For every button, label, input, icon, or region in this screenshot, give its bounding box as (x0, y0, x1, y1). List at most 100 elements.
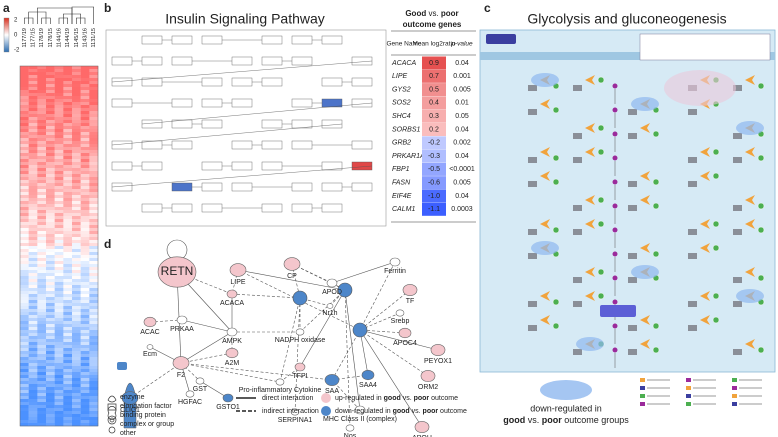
heatmap-cell (63, 363, 73, 367)
heatmap-cell (37, 111, 47, 115)
heatmap-cell (28, 144, 38, 148)
heatmap-cell (54, 108, 64, 112)
heatmap-cell (63, 93, 73, 97)
ratio-cell (422, 96, 446, 110)
interaction-edge (359, 329, 369, 376)
pathway-node (351, 161, 373, 171)
reaction-node (712, 316, 720, 324)
heatmap-cell (63, 369, 73, 373)
heatmap-cell (20, 108, 29, 112)
heatmap-cell (63, 201, 73, 205)
heatmap-cell (28, 339, 38, 343)
metabolite (612, 347, 618, 353)
heatmap-cell (20, 129, 29, 133)
ratio-value: -0.2 (428, 140, 440, 147)
heatmap-cell (28, 381, 38, 385)
heatmap-cell (28, 168, 38, 172)
heatmap-cell (20, 186, 29, 190)
heatmap-cell (37, 189, 47, 193)
heatmap-cell (89, 315, 99, 319)
heatmap-cell (54, 132, 64, 136)
heatmap-cell (20, 390, 29, 394)
heatmap-cell (28, 99, 38, 103)
heatmap-cell (28, 357, 38, 361)
heatmap-cell (89, 402, 99, 406)
heatmap-cell (54, 345, 64, 349)
network-node (402, 284, 418, 296)
network-node (121, 391, 139, 405)
network-node (176, 315, 188, 325)
heatmap-cell (28, 396, 38, 400)
heatmap-cell (72, 258, 81, 262)
heatmap-cell (72, 348, 81, 352)
enzyme-arrow (585, 291, 595, 301)
heatmap-cell (80, 108, 90, 112)
network-node (290, 408, 300, 416)
pathway-node (351, 182, 373, 192)
heatmap-cell (46, 198, 55, 202)
heatmap-cell (20, 150, 29, 154)
heatmap-cell (54, 267, 64, 271)
heatmap-cell (72, 303, 81, 307)
heatmap-cell (37, 114, 47, 118)
heatmap-cell (54, 237, 64, 241)
heatmap-cell (20, 204, 29, 208)
heatmap-cell (28, 129, 38, 133)
heatmap-cell (63, 165, 73, 169)
heatmap-cell (20, 363, 29, 367)
ratio-value: -0.3 (428, 153, 440, 160)
sample-label: 1178/15 (48, 28, 54, 47)
heatmap-cell (72, 129, 81, 133)
heatmap-cell (37, 339, 47, 343)
heatmap-cell (63, 399, 73, 403)
heatmap-cell (46, 120, 55, 124)
heatmap-cell (63, 186, 73, 190)
heatmap-cell (63, 216, 73, 220)
heatmap-cell (28, 138, 38, 142)
color-scale (3, 17, 10, 53)
heatmap-cell (80, 87, 90, 91)
network-node (226, 289, 238, 299)
heatmap-cell (54, 114, 64, 118)
heatmap-cell (28, 66, 38, 70)
pathway-node (111, 98, 133, 108)
heatmap-cell (72, 84, 81, 88)
heatmap-cell (63, 105, 73, 109)
heatmap-cell (80, 225, 90, 229)
legend-label: enzyme (120, 394, 145, 401)
heatmap-cell (54, 159, 64, 163)
heatmap-cell (72, 390, 81, 394)
pathway-node (321, 77, 343, 87)
electron-box (600, 305, 636, 317)
pathway-node (111, 77, 133, 87)
heatmap-cell (89, 99, 99, 103)
enzyme-arrow (745, 339, 755, 349)
heatmap-cell (63, 210, 73, 214)
heatmap-cell (20, 141, 29, 145)
heatmap-cell (28, 288, 38, 292)
heatmap-cell (20, 357, 29, 361)
heatmap-cell (28, 162, 38, 166)
heatmap-cell (80, 354, 90, 358)
heatmap-cell (28, 318, 38, 322)
heatmap-cell (46, 312, 55, 316)
heatmap-cell (89, 291, 99, 295)
heatmap-cell (80, 69, 90, 73)
heatmap-cell (37, 144, 47, 148)
heatmap-cell (28, 204, 38, 208)
heatmap-cell (54, 216, 64, 220)
pathway-node (291, 35, 313, 45)
heatmap-cell (80, 360, 90, 364)
heatmap-cell (89, 366, 99, 370)
heatmap-cell (28, 78, 38, 82)
heatmap-cell (37, 285, 47, 289)
heatmap-cell (20, 333, 29, 337)
heatmap-cell (80, 66, 90, 70)
ec-box (733, 85, 742, 91)
network-node (146, 344, 154, 350)
heatmap-cell (80, 180, 90, 184)
heatmap-cell (37, 240, 47, 244)
heatmap-cell (63, 99, 73, 103)
heatmap-cell (54, 240, 64, 244)
ec-box (573, 85, 582, 91)
